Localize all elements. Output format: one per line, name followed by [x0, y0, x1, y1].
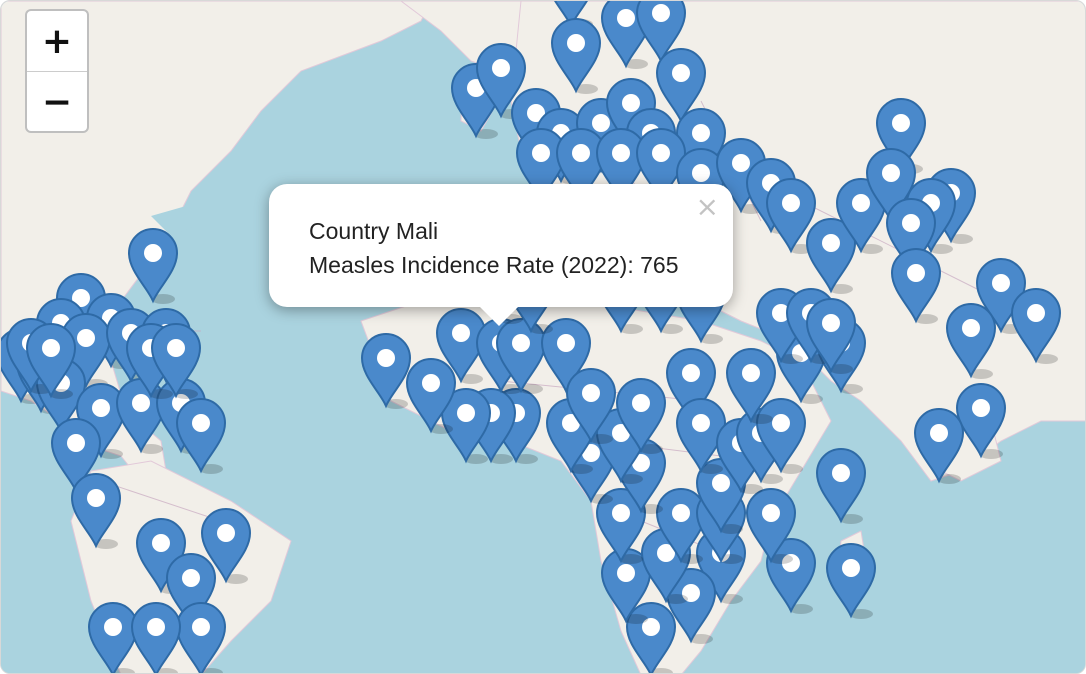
close-icon[interactable]: ×	[695, 190, 719, 223]
popup-tip	[479, 306, 519, 326]
popup-country: Country Mali	[309, 218, 439, 244]
zoom-in-button[interactable]: +	[27, 11, 87, 72]
zoom-control: + −	[25, 9, 89, 133]
info-popup: × Country Mali Measles Incidence Rate (2…	[269, 184, 733, 326]
zoom-out-button[interactable]: −	[41, 81, 73, 123]
popup-value: Measles Incidence Rate (2022): 765	[309, 252, 679, 278]
